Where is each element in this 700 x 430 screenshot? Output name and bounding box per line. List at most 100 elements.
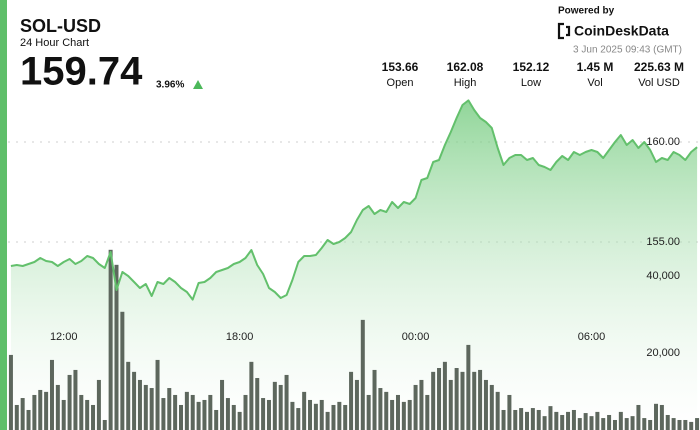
volume-bar [167,388,172,430]
stat-label: Vol [587,77,602,89]
volume-bar [349,371,354,430]
symbol: SOL-USD [20,16,101,36]
volume-bar [513,409,518,430]
x-tick-label: 12:00 [50,331,78,343]
volume-bar [237,411,242,430]
volume-bar [266,399,271,430]
volume-bar [243,394,248,430]
volume-bar [366,394,371,430]
volume-bar [489,384,494,430]
y2-tick-label: 40,000 [646,270,680,282]
volume-bar [91,404,96,430]
volume-bar [501,409,506,430]
volume-bar [548,406,553,430]
volume-bar [184,391,189,430]
brand: CoinDeskData [574,23,669,39]
price-area [10,100,698,430]
volume-bar [202,399,207,430]
volume-bar [495,391,500,430]
volume-bar [689,421,694,430]
volume-bar [343,404,348,430]
volume-bar [272,381,277,430]
volume-bar [67,374,72,430]
stats: 153.66 Open 162.08 High 152.12 Low 1.45 M Vol 22… [382,60,684,89]
volume-bar [665,414,670,430]
volume-bar [472,371,477,430]
volume-bar [114,264,119,430]
volume-bar [85,399,90,430]
volume-bar [442,361,447,430]
volume-bar [542,416,547,430]
volume-bar [601,418,606,430]
volume-bar [560,414,565,430]
volume-bar [413,384,418,430]
volume-bar [630,416,635,430]
volume-bar [290,401,295,430]
volume-bar [208,394,213,430]
volume-bar [337,401,342,430]
volume-bar [325,411,330,430]
volume-bar [384,391,389,430]
volume-bar [378,388,383,430]
volume-bar [525,411,529,430]
volume-bar [196,401,201,430]
x-tick-label: 00:00 [402,331,430,343]
volume-bar [220,379,225,430]
accent-bar [0,0,7,430]
volume-bar [583,413,588,430]
volume-bar [695,418,700,430]
volume-bar [372,369,377,430]
volume-bar [14,404,19,430]
stat-value: 1.45 M [577,60,614,74]
volume-bar [648,419,653,430]
volume-bar [360,319,365,430]
volume-bar [571,409,576,430]
volume-bar [308,399,313,430]
volume-bar [401,401,406,430]
volume-bar [530,408,535,430]
x-tick-label: 18:00 [226,331,254,343]
volume-bar [179,404,183,430]
volume-bar [466,344,471,430]
volume-bar [390,399,395,430]
volume-bar [231,404,236,430]
volume-bar [319,399,324,430]
volume-bar [577,418,582,430]
volume-bar [225,398,230,430]
volume-bar [214,409,219,430]
volume-bar [478,369,483,430]
volume-bar [255,378,260,430]
volume-bar [96,379,101,430]
volume-bar [79,394,84,430]
volume-bar [419,379,424,430]
volume-bar [536,409,541,430]
volume-bar [671,418,676,430]
volume-bar [49,359,54,430]
volume-bar [284,374,289,430]
powered-by: Powered by [558,6,615,17]
x-tick-label: 06:00 [578,331,606,343]
volume-bar [354,379,359,430]
volume-bar [507,394,512,430]
volume-bar [454,368,459,430]
volume-bar [331,404,336,430]
volume-bar [120,311,125,430]
volume-bar [589,416,594,430]
volume-bar [612,419,617,430]
volume-bar [8,354,13,430]
volume-bar [677,419,682,430]
volume-bar [143,384,148,430]
volume-bar [554,411,559,430]
price-line [10,99,698,301]
volume-bar [566,411,571,430]
volume-bar [102,419,107,430]
volume-bar [278,384,283,430]
volume-bar [126,361,131,430]
volume-bar [654,403,659,430]
volume-bar [395,394,400,430]
volume-bar [61,399,66,430]
volume-bar [642,418,647,430]
price: 159.74 [20,50,143,94]
stat-label: High [454,77,477,89]
stat-value: 225.63 M [634,60,684,74]
